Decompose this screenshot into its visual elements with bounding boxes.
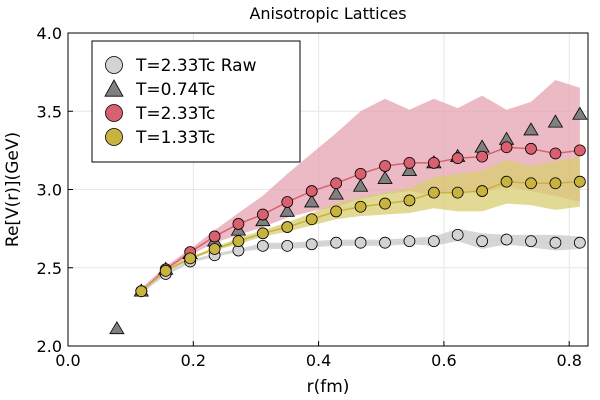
y-tick-label: 3.0 xyxy=(37,181,62,200)
data-point xyxy=(403,235,416,248)
legend-marker xyxy=(104,79,124,97)
legend-entry-label: T=1.33Tc xyxy=(135,128,215,148)
data-point xyxy=(403,156,416,169)
data-point xyxy=(377,170,393,184)
data-point xyxy=(525,235,537,248)
x-tick-label: 0.6 xyxy=(431,351,456,370)
data-point xyxy=(232,218,245,230)
data-point xyxy=(281,196,294,208)
ticks: 0.0 0.2 0.4 0.6 0.8 2.0 2.5 3.0 3.5 4.0 xyxy=(37,24,582,370)
data-point xyxy=(427,235,440,248)
data-point xyxy=(279,203,295,217)
data-point xyxy=(305,185,318,197)
data-point xyxy=(135,285,148,298)
legend-entry-label: T=0.74Tc xyxy=(135,80,215,100)
data-point xyxy=(549,147,562,160)
y-tick-label: 4.0 xyxy=(37,24,62,43)
data-point xyxy=(256,239,269,252)
data-point xyxy=(354,167,367,180)
y-axis-label: Re[V(r)](GeV) xyxy=(3,132,23,247)
data-point xyxy=(476,150,489,163)
data-point xyxy=(354,236,367,249)
x-axis-label: r(fm) xyxy=(307,377,350,397)
data-point xyxy=(427,186,440,199)
y-tick-label: 2.5 xyxy=(37,259,62,278)
data-point xyxy=(281,239,294,252)
legend-marker xyxy=(105,56,123,74)
legend-entry-label: T=2.33Tc xyxy=(135,104,215,124)
data-point xyxy=(330,205,343,218)
x-tick-label: 0.0 xyxy=(55,351,80,370)
data-point xyxy=(328,186,344,200)
data-point xyxy=(354,200,367,213)
data-point xyxy=(500,141,513,154)
data-point xyxy=(573,236,586,249)
data-point xyxy=(573,175,586,188)
data-point xyxy=(305,238,318,251)
data-point xyxy=(208,230,221,243)
data-point xyxy=(184,252,197,265)
data-point xyxy=(330,236,343,249)
data-point xyxy=(476,235,489,248)
data-point xyxy=(304,194,320,208)
data-point xyxy=(549,236,562,249)
legend-marker xyxy=(105,128,123,146)
data-point xyxy=(305,213,318,226)
data-point xyxy=(159,264,172,277)
data-point xyxy=(379,236,391,249)
data-point xyxy=(547,114,564,128)
data-point xyxy=(256,227,269,240)
legend-box xyxy=(91,40,301,163)
data-point xyxy=(572,106,588,120)
x-tick-label: 0.4 xyxy=(306,351,331,370)
data-point xyxy=(403,194,416,207)
data-point xyxy=(476,185,489,197)
legend-marker xyxy=(105,104,123,122)
data-point xyxy=(109,320,125,335)
data-point xyxy=(500,175,513,188)
y-tick-label: 3.5 xyxy=(37,102,62,121)
data-point xyxy=(500,233,513,246)
data-markers xyxy=(109,106,588,335)
data-point xyxy=(330,177,343,190)
data-point xyxy=(256,208,269,221)
data-point xyxy=(379,197,391,210)
data-point xyxy=(451,186,464,199)
data-point xyxy=(281,221,294,233)
data-point xyxy=(352,178,369,192)
x-tick-label: 0.8 xyxy=(556,351,581,370)
data-point xyxy=(451,228,464,241)
data-point xyxy=(525,177,537,190)
data-point xyxy=(379,160,391,172)
data-point xyxy=(427,156,440,169)
legend: T=2.33Tc Raw T=0.74Tc T=2.33Tc T=1.33Tc xyxy=(91,40,301,163)
data-point xyxy=(549,177,562,190)
data-point xyxy=(208,243,221,255)
data-point xyxy=(401,162,418,177)
error-band xyxy=(141,156,580,293)
x-tick-label: 0.2 xyxy=(181,351,206,370)
error-band xyxy=(141,228,580,293)
data-point xyxy=(451,152,464,165)
data-point xyxy=(525,142,537,155)
y-tick-label: 2.0 xyxy=(37,337,62,356)
data-point xyxy=(573,144,586,157)
data-point xyxy=(523,122,539,136)
chart-title: Anisotropic Lattices xyxy=(249,4,406,23)
data-point xyxy=(232,235,245,248)
legend-entry-label: T=2.33Tc Raw xyxy=(135,56,257,76)
